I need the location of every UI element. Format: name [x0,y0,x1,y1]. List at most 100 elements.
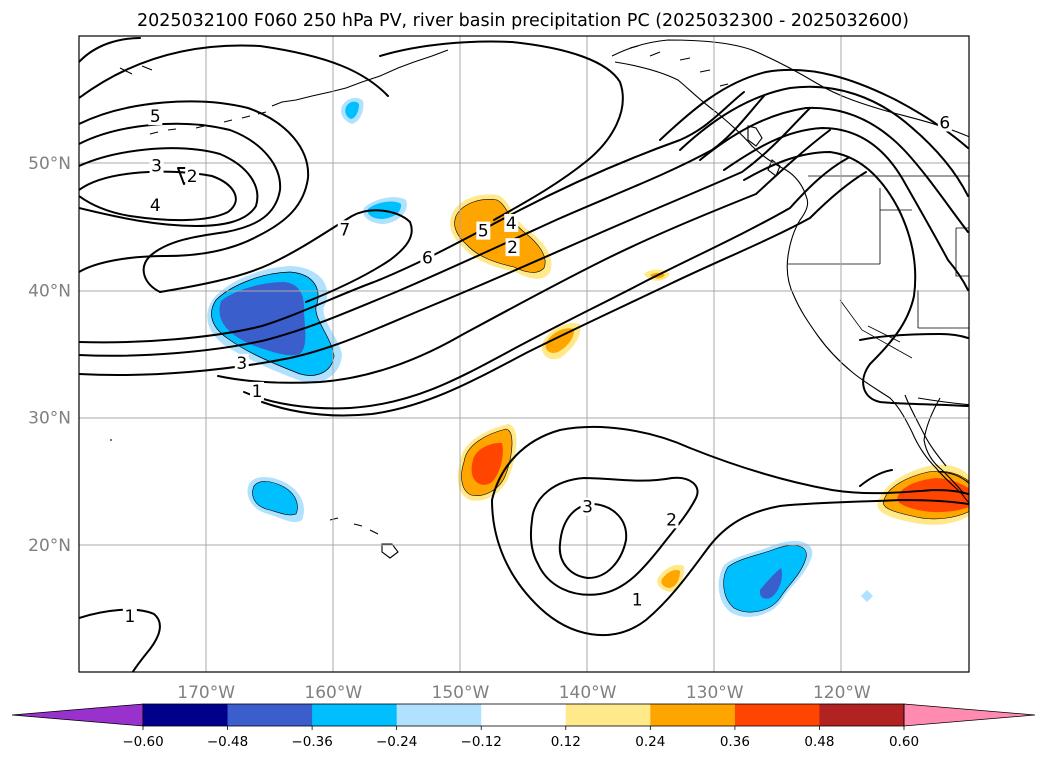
contour-label-bg [630,590,645,609]
precip-region-pos-small-south [657,564,685,592]
lat-tick-label: 50°N [28,154,71,174]
contour-label-bg [148,196,163,215]
country-borders [788,175,969,359]
lon-tick-label: 170°W [177,683,235,703]
pv-contour [723,127,969,291]
map-frame [78,35,970,673]
colorbar-tick-label: −0.48 [207,734,248,750]
contour-label: 4 [506,214,517,234]
colorbar-extend-high [903,703,1036,727]
colorbar-segment [565,704,651,726]
pv-contour [659,68,969,149]
colorbar-tick-label: −0.36 [291,734,332,750]
contour-label-bg [504,213,519,232]
contour-label: 1 [124,607,135,627]
precip-region-neg-subtropical-west [247,477,304,523]
colorbar: −0.60 −0.48 −0.36 −0.24 −0.12 0.12 0.24 0.36 0.4… [11,703,1036,750]
precip-region-neg-subtropical-east [718,540,813,617]
pv-contour [491,499,969,637]
lon-tick-label: 130°W [686,683,744,703]
contour-label-bg [148,107,163,126]
pv-contour [79,37,141,63]
contour-label: 5 [150,107,161,127]
contour-label: 2 [507,238,518,258]
colorbar-tick-label: 0.24 [635,734,665,750]
pv-contour [79,122,282,293]
contour-label: 5 [478,222,489,242]
pv-contour [699,106,969,233]
latitude-tick-labels: 50°N 40°N 30°N 20°N [28,154,71,556]
pv-contour [743,151,969,407]
lat-tick-label: 20°N [28,536,71,556]
colorbar-segment [143,704,229,726]
pv-contours [79,37,969,672]
pv-contour [859,469,893,487]
pv-contour [261,171,867,417]
contour-label-bg [505,238,520,257]
contour-label: 6 [939,113,950,133]
pv-contour [491,425,969,501]
lon-tick-label: 120°W [813,683,871,703]
colorbar-tick-label: 0.48 [804,734,834,750]
contour-label: 6 [422,248,433,268]
lat-tick-label: 30°N [28,409,71,429]
lon-tick-label: 140°W [559,683,617,703]
colorbar-tick-label: 0.60 [889,734,919,750]
chart-title: 2025032100 F060 250 hPa PV, river basin … [137,11,909,31]
colorbar-extend-low [11,703,144,727]
colorbar-segment [396,704,482,726]
colorbar-tick-label: −0.60 [122,734,163,750]
pv-contour [859,333,969,341]
contour-label: 4 [150,196,161,216]
contour-label-bg [580,497,595,516]
pv-contour [79,44,389,99]
contour-label: 1 [252,382,263,402]
colorbar-tick-label: −0.24 [376,734,417,750]
pv-contour [529,476,699,596]
contour-label: 2 [666,510,677,530]
pv-contour [217,129,831,384]
lat-tick-label: 40°N [28,281,71,301]
contour-label: 3 [582,498,593,518]
precip-region-neg-aleutians [341,97,364,124]
colorbar-segment [650,704,736,726]
colorbar-segment [819,704,905,726]
precip-region-pos-subtropical [457,424,517,501]
precip-region-pos-baja [877,464,969,525]
contour-label: 3 [151,157,162,177]
contour-label-bg [937,113,952,132]
coastlines [110,39,969,559]
colorbar-segment [481,704,567,726]
pv-contour [379,40,624,221]
contour-label-bg [250,381,264,400]
contour-label-bg [420,248,435,267]
longitude-tick-labels: 170°W 160°W 150°W 140°W 130°W 120°W [177,683,871,703]
contour-label: 7 [339,220,350,240]
pv-contour [79,91,745,344]
colorbar-tick-label: 0.36 [720,734,750,750]
contour-label: 2 [187,167,198,187]
contour-label-bg [476,221,491,240]
contour-label: 3 [236,354,247,374]
pv-contour [558,503,628,579]
colorbar-tick-label: 0.12 [551,734,581,750]
colorbar-segment [312,704,398,726]
contour-label-bg [234,353,249,372]
lon-tick-label: 150°W [432,683,490,703]
colorbar-segment [734,704,820,726]
pv-contour [679,85,969,197]
pv-contour [79,147,259,227]
contour-label-bg [149,156,164,175]
contour-label-bg [337,220,352,239]
contour-label-bg [185,166,200,185]
pv-contour [243,157,849,410]
precip-region-neg-small-east [861,590,873,602]
contour-label-bg [664,510,679,529]
lon-tick-label: 160°W [304,683,362,703]
pv-contour [79,100,310,273]
colorbar-tick-label: −0.12 [461,734,502,750]
pv-contour [79,608,161,672]
